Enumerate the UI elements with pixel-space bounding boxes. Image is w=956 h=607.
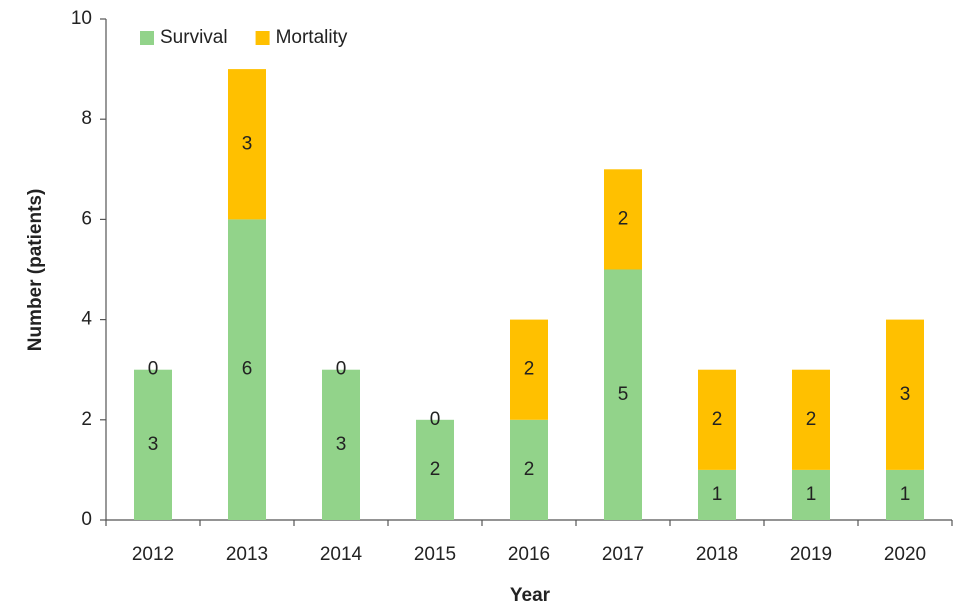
bar-segment: [886, 319, 924, 470]
bar-segment: [416, 419, 454, 520]
legend-label: Survival: [160, 27, 228, 48]
data-label: 5: [618, 384, 629, 405]
data-label: 0: [148, 359, 159, 380]
bar-segment: [792, 469, 830, 520]
bar-segment: [792, 369, 830, 470]
bar-segment: [322, 369, 360, 520]
legend-swatch: [255, 31, 270, 45]
y-tick-label: 8: [81, 108, 92, 129]
data-label: 2: [524, 359, 535, 380]
legend-swatch: [140, 31, 154, 45]
x-tick-label: 2014: [320, 544, 363, 565]
data-label: 1: [806, 484, 817, 505]
bar-segment: [228, 219, 266, 520]
bar-segment: [134, 369, 172, 520]
y-tick-label: 10: [71, 8, 92, 29]
x-tick-label: 2018: [696, 544, 738, 565]
x-tick-label: 2020: [884, 544, 926, 565]
x-tick-label: 2015: [414, 544, 456, 565]
data-label: 6: [242, 359, 253, 380]
data-label: 0: [430, 409, 441, 430]
data-label: 1: [900, 484, 911, 505]
data-label: 2: [524, 459, 535, 480]
legend-label: Mortality: [276, 27, 348, 48]
data-label: 3: [148, 434, 159, 455]
data-label: 1: [712, 484, 723, 505]
bar-segment: [604, 269, 642, 520]
x-tick-label: 2013: [226, 544, 268, 565]
bar-segment: [510, 419, 548, 520]
data-label: 3: [336, 434, 347, 455]
x-tick-label: 2019: [790, 544, 832, 565]
data-label: 0: [336, 359, 347, 380]
bar-segment: [698, 469, 736, 520]
y-tick-label: 0: [81, 509, 92, 530]
y-tick-label: 6: [81, 208, 92, 229]
y-tick-label: 4: [81, 309, 92, 330]
data-label: 2: [806, 409, 817, 430]
x-tick-label: 2017: [602, 544, 644, 565]
data-label: 2: [430, 459, 441, 480]
data-label: 2: [618, 208, 629, 229]
bar-segment: [886, 469, 924, 520]
data-label: 3: [900, 384, 911, 405]
x-axis-label: Year: [510, 585, 551, 606]
data-label: 3: [242, 133, 253, 154]
bar-segment: [510, 319, 548, 420]
data-label: 2: [712, 409, 723, 430]
y-axis-label: Number (patients): [25, 189, 46, 352]
bar-segment: [228, 69, 266, 220]
x-tick-label: 2012: [132, 544, 174, 565]
x-tick-label: 2016: [508, 544, 550, 565]
y-tick-label: 2: [81, 409, 92, 430]
bar-segment: [604, 169, 642, 270]
bar-segment: [698, 369, 736, 470]
